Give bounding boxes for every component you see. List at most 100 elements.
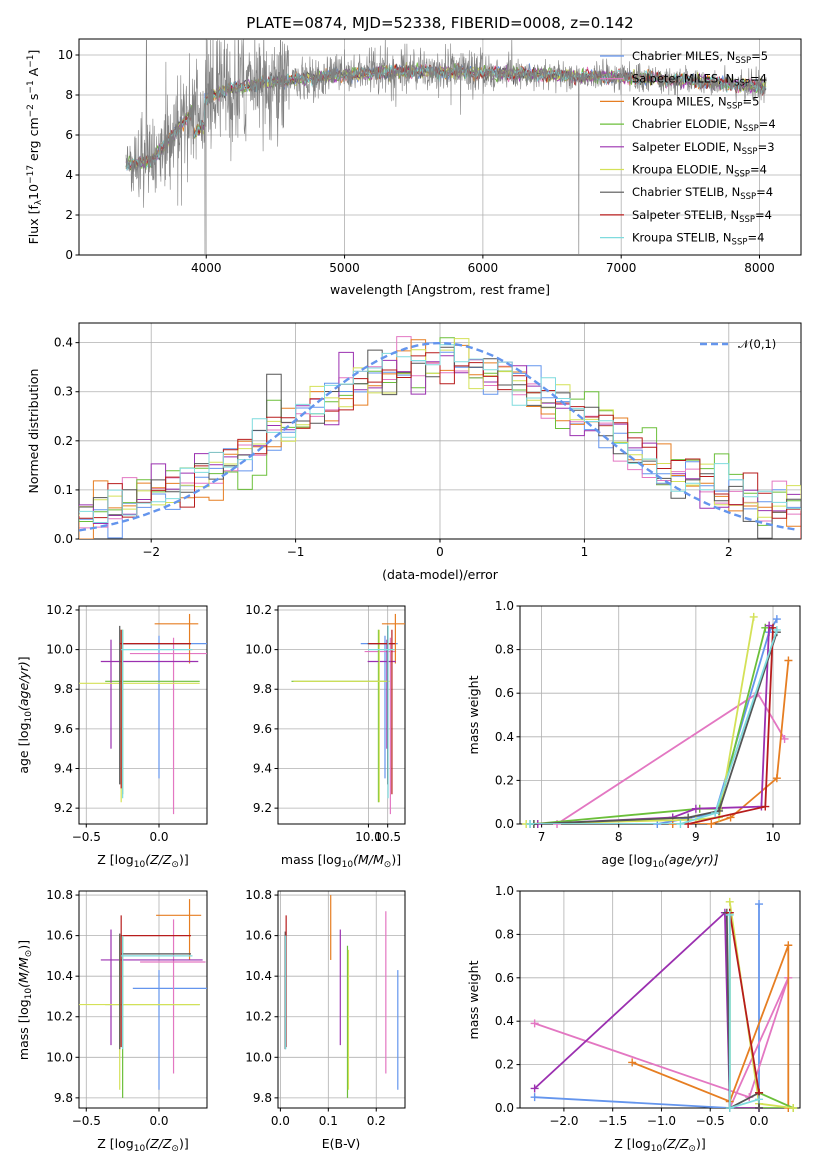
weight-line <box>526 616 755 824</box>
y-tick-label: 9.8 <box>54 1091 73 1105</box>
x-tick-label: −1.0 <box>647 1114 676 1128</box>
weight-marker <box>711 809 720 818</box>
grid-lines <box>274 891 405 1112</box>
weight-Z-xlabel: Z [log10(Z/Z⊙)] <box>614 1136 705 1154</box>
mass-Z-frame <box>78 890 208 1109</box>
data-point <box>121 635 207 779</box>
age-Z-frame <box>78 605 208 825</box>
weight-marker <box>725 897 734 906</box>
y-tick-label: 9.4 <box>253 762 272 776</box>
data-point <box>121 629 193 799</box>
grid-lines <box>75 606 207 828</box>
y-tick-label: 0.0 <box>495 817 514 831</box>
data-point <box>293 629 390 803</box>
mass-vs-extinction-panel: E(B-V) 0.0 0.1 0.2 9.8 10.0 10.2 10.4 10.6 10.8 <box>245 888 406 1151</box>
data-point <box>368 625 395 799</box>
weight-marker <box>789 1104 798 1112</box>
weight-line <box>688 627 774 824</box>
weight-age-ylabel: mass weight <box>466 675 481 754</box>
weight-marker <box>755 1095 764 1104</box>
y-tick-label: 9.2 <box>54 801 73 815</box>
data-point <box>100 639 199 749</box>
y-tick-label: 9.8 <box>253 682 272 696</box>
age-mass-frame <box>277 605 406 825</box>
residual-histogram-8 <box>79 352 801 539</box>
x-tick-label: 0.0 <box>149 1114 168 1128</box>
weight-line <box>533 627 767 824</box>
y-tick-label: 0.2 <box>54 434 73 448</box>
y-tick-label: 0.2 <box>495 1058 514 1072</box>
y-tick-label: 10.0 <box>46 643 73 657</box>
weight-series-9 <box>725 910 764 1112</box>
x-tick-label: 7000 <box>606 261 637 275</box>
residual-xlabel: (data-model)/error <box>382 567 499 582</box>
x-tick-label: 0.0 <box>271 1114 290 1128</box>
y-tick-label: 1.0 <box>495 884 514 898</box>
age-mass-xlabel: mass [log10(M/M⊙)] <box>281 852 401 870</box>
mass-EBV-frame <box>277 890 406 1109</box>
weight-marker <box>530 1093 539 1102</box>
figure-title: PLATE=0874, MJD=52338, FIBERID=0008, z=0… <box>246 14 633 32</box>
y-tick-label: 9.8 <box>54 682 73 696</box>
x-tick-label: 5000 <box>329 261 360 275</box>
x-tick-label: 0.0 <box>149 830 168 844</box>
tick-labels: −0.5 0.0 9.8 10.0 10.2 10.4 10.6 10.8 <box>46 888 168 1128</box>
weight-Z-ylabel: mass weight <box>466 960 481 1039</box>
x-tick-label: 6000 <box>468 261 499 275</box>
legend-entry: Chabrier ELODIE, NSSP=4 <box>632 117 776 134</box>
y-tick-label: 10.0 <box>46 1050 73 1064</box>
legend-entry: Salpeter MILES, NSSP=4 <box>632 72 767 89</box>
y-tick-label: 9.8 <box>253 1091 272 1105</box>
tick-labels: 4000 5000 6000 7000 8000 0 2 4 6 8 10 <box>58 48 775 275</box>
x-tick-label: −0.5 <box>696 1114 725 1128</box>
mass-EBV-xlabel: E(B-V) <box>322 1136 361 1151</box>
y-tick-label: 10.0 <box>245 643 272 657</box>
weight-line <box>728 912 760 1093</box>
residual-legend: 𝒩(0,1) <box>700 337 776 351</box>
data-point <box>121 935 193 1050</box>
weight-marker <box>784 656 793 665</box>
y-tick-label: 9.4 <box>54 762 73 776</box>
spectrum-frame <box>78 38 802 256</box>
weight-marker <box>772 774 781 783</box>
residual-histogram-9 <box>79 344 801 523</box>
weight-line <box>533 631 778 824</box>
weight-marker <box>755 1104 764 1112</box>
grid-lines <box>75 323 801 543</box>
x-tick-label: 0.2 <box>367 1114 386 1128</box>
weight-line <box>534 904 760 1108</box>
x-tick-label: −2 <box>142 545 160 559</box>
y-tick-label: 0.4 <box>495 730 514 744</box>
y-tick-label: 10.2 <box>46 1010 73 1024</box>
weight-line <box>728 912 794 1108</box>
residual-frame <box>78 322 802 540</box>
weight-marker <box>780 734 789 743</box>
weight-marker <box>772 615 781 624</box>
y-tick-label: 0.4 <box>54 336 73 350</box>
y-tick-label: 10.6 <box>46 929 73 943</box>
weight-series-6 <box>725 897 798 1112</box>
weight-series-8 <box>725 908 764 1097</box>
weight-marker <box>761 802 770 811</box>
weight-line <box>631 944 790 1108</box>
data-point <box>132 970 207 1090</box>
weight-marker <box>772 625 781 634</box>
x-tick-label: 0 <box>436 545 444 559</box>
x-tick-label: 10.0 <box>355 830 382 844</box>
data-point <box>79 629 200 803</box>
x-tick-label: −1.5 <box>598 1114 627 1128</box>
x-tick-label: −0.5 <box>72 830 101 844</box>
weight-marker <box>676 820 685 828</box>
age-vs-mass-panel: mass [log10(M/M⊙)] 10.010.59.29.49.69.81… <box>245 603 406 870</box>
y-tick-label: 9.6 <box>54 722 73 736</box>
tick-labels: 7 8 9 10 0.0 0.2 0.4 0.6 0.8 1.0 <box>495 599 781 844</box>
y-tick-label: 0.6 <box>495 686 514 700</box>
spectrum-xlabel: wavelength [Angstrom, rest frame] <box>330 282 550 297</box>
y-tick-label: 0.6 <box>495 971 514 985</box>
spectrum-legend: Chabrier MILES, NSSP=5 Salpeter MILES, NS… <box>600 49 776 248</box>
tick-labels: 0.0 0.1 0.2 9.8 10.0 10.2 10.4 10.6 10.8 <box>245 888 386 1128</box>
data-point <box>156 899 202 960</box>
x-tick-label: 2 <box>725 545 733 559</box>
weight-marker <box>749 612 758 621</box>
grid-lines <box>75 891 207 1112</box>
